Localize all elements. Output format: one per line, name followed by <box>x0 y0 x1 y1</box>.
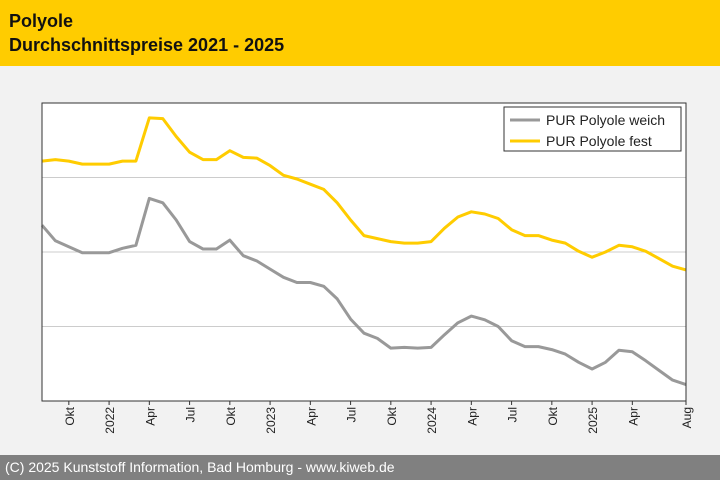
x-tick-label-12: Jul <box>506 407 520 422</box>
line-chart: Okt 2022 Apr Jul Okt 2023 Apr Jul Okt 2024 Apr Jul O… <box>40 102 694 434</box>
chart-subtitle: Durchschnittspreise 2021 - 2025 <box>9 35 285 55</box>
legend-box <box>503 106 682 152</box>
x-tick-label-15: Apr <box>626 407 640 426</box>
series-line-fest <box>41 116 687 272</box>
plot-border <box>41 102 687 402</box>
footer-bar: (C) 2025 Kunststoff Information, Bad Hom… <box>0 455 720 480</box>
x-tick-label-14: 2025 <box>586 407 600 434</box>
x-tick-label-4: Jul <box>184 407 198 422</box>
chart-area: Okt 2022 Apr Jul Okt 2023 Apr Jul Okt 2024 Apr Jul O… <box>0 66 720 455</box>
header-banner: Polyole Durchschnittspreise 2021 - 2025 <box>0 0 720 66</box>
x-tick-label-10: 2024 <box>425 407 439 434</box>
x-tick-label-8: Jul <box>345 407 359 422</box>
x-tick-label-1: Okt <box>63 406 77 425</box>
x-tick-label-7: Apr <box>304 407 318 426</box>
series-line-weich <box>40 196 687 387</box>
chart-title: Polyole <box>9 11 74 31</box>
legend-label-2: PUR Polyole fest <box>546 133 652 149</box>
legend: PUR Polyole weich PUR Polyole fest <box>503 106 682 152</box>
x-tick-label-9: Okt <box>385 406 399 425</box>
copyright-text: (C) 2025 Kunststoff Information, Bad Hom… <box>5 459 395 475</box>
x-tick-label-6: 2023 <box>264 407 278 434</box>
x-tick-label-5: Okt <box>224 406 238 425</box>
legend-label-1: PUR Polyole weich <box>546 112 665 128</box>
x-tick-label-3: Apr <box>143 407 157 426</box>
x-tick-label-2: 2022 <box>103 407 117 434</box>
x-tick-label-11: Apr <box>465 407 479 426</box>
x-tick-label-16: Aug <box>680 407 694 428</box>
x-tick-label-13: Okt <box>546 406 560 425</box>
